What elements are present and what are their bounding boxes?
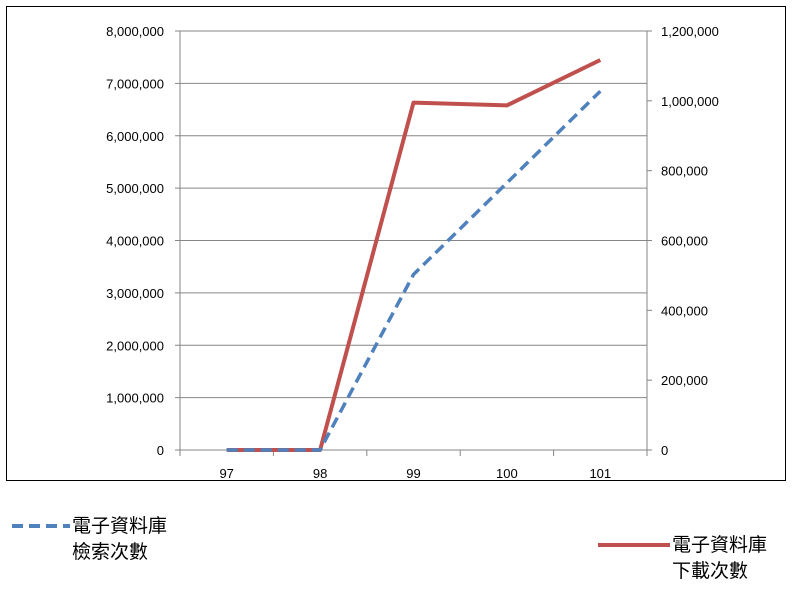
legend-label-download-line2: 下載次數	[672, 560, 749, 582]
legend-label-download-line1: 電子資料庫	[672, 534, 768, 556]
axes	[175, 30, 652, 456]
right-y-axis-ticks: 0 200,000 400,000 600,000 800,000 1,000,000 1,…	[661, 24, 719, 458]
left-tick-label: 3,000,000	[106, 286, 164, 301]
right-tick-label: 600,000	[661, 234, 708, 249]
series-line-search-count	[226, 89, 602, 452]
left-tick-label: 1,000,000	[106, 391, 164, 406]
left-tick-label: 5,000,000	[106, 181, 164, 196]
left-tick-label: 7,000,000	[106, 76, 164, 91]
right-tick-label: 1,200,000	[661, 24, 719, 39]
legend-item-search: 電子資料庫 檢索次數	[10, 513, 167, 565]
left-tick-label: 8,000,000	[106, 24, 164, 39]
x-axis-ticks: 97 98 99 100 101	[219, 466, 611, 481]
right-tick-label: 800,000	[661, 164, 708, 179]
right-tick-label: 200,000	[661, 373, 708, 388]
legend-label-search-line1: 電子資料庫	[72, 515, 168, 537]
legend-label-download: 電子資料庫 下載次數	[672, 532, 767, 584]
x-tick-label: 101	[589, 466, 611, 481]
legend-label-search-line2: 檢索次數	[72, 541, 149, 563]
left-tick-label: 4,000,000	[106, 234, 164, 249]
x-tick-label: 98	[313, 466, 327, 481]
chart-frame	[6, 6, 786, 481]
left-y-axis-ticks: 0 1,000,000 2,000,000 3,000,000 4,000,000 5,0…	[106, 24, 164, 458]
legend-swatch-solid-red	[598, 543, 670, 547]
series-line-download-count	[226, 58, 602, 452]
left-tick-label: 0	[157, 443, 164, 458]
right-tick-label: 0	[661, 443, 668, 458]
right-tick-label: 400,000	[661, 303, 708, 318]
series-lines	[226, 58, 602, 452]
x-tick-label: 100	[496, 466, 518, 481]
legend-item-download: 電子資料庫 下載次數	[596, 532, 767, 584]
gridlines	[180, 30, 647, 399]
left-tick-label: 2,000,000	[106, 338, 164, 353]
legend-swatch-dashed-blue	[12, 524, 70, 528]
x-tick-label: 99	[406, 466, 420, 481]
x-tick-label: 97	[219, 466, 233, 481]
left-tick-label: 6,000,000	[106, 129, 164, 144]
legend-label-search: 電子資料庫 檢索次數	[72, 513, 167, 565]
right-tick-label: 1,000,000	[661, 94, 719, 109]
